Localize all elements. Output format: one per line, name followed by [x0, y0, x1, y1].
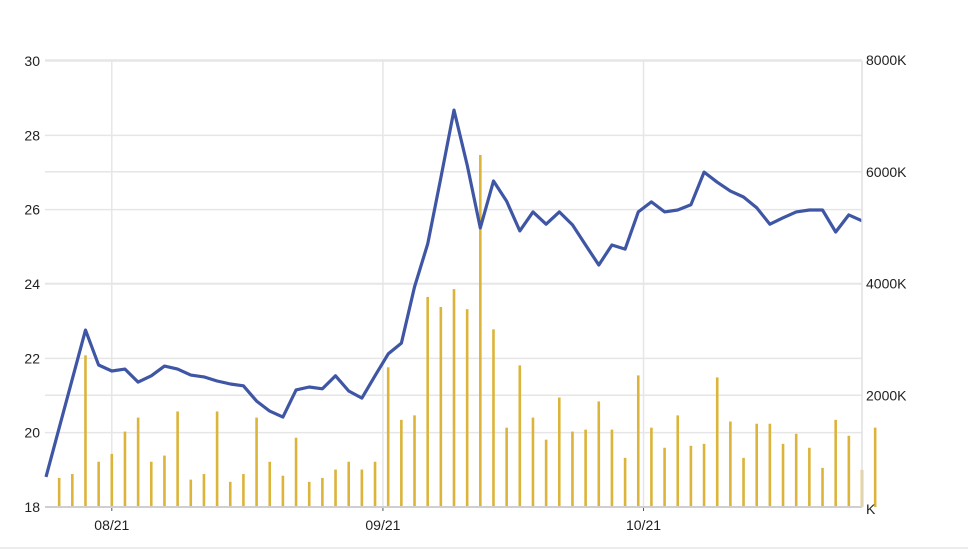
y-left-tick-label: 18 — [24, 499, 40, 515]
volume-bar — [636, 375, 640, 507]
volume-bar — [215, 411, 219, 507]
volume-bar — [452, 289, 456, 507]
volume-bar — [307, 481, 311, 507]
volume-bar — [386, 367, 390, 507]
y-right-tick-label: 8000K — [866, 52, 907, 68]
y-right-tick-label: 4000K — [866, 276, 907, 292]
volume-bar — [623, 457, 627, 507]
volume-bar — [505, 427, 508, 507]
y-left-tick-label: 22 — [24, 350, 40, 366]
volume-bar — [742, 457, 745, 507]
volume-bar — [544, 439, 548, 507]
volume-bar — [768, 423, 772, 507]
volume-bar — [136, 417, 140, 507]
volume-bar — [689, 445, 693, 507]
volume-bars — [57, 154, 877, 508]
volume-bar — [479, 154, 482, 508]
volume-bar — [84, 355, 87, 507]
volume-bar — [360, 469, 364, 507]
volume-bar — [413, 415, 416, 507]
volume-bar — [373, 461, 377, 507]
volume-bar — [531, 417, 535, 507]
volume-bar — [650, 427, 653, 507]
volume-bar — [400, 419, 403, 507]
volume-bar — [465, 309, 469, 507]
y-left-tick-label: 28 — [24, 127, 40, 143]
volume-bar — [347, 461, 351, 507]
volume-bar — [847, 435, 851, 507]
volume-bar — [57, 477, 61, 507]
volume-bar — [149, 461, 153, 507]
x-tick-label: 10/21 — [626, 517, 661, 533]
volume-bar — [255, 417, 258, 507]
volume-bar — [176, 411, 179, 507]
volume-bar — [268, 461, 272, 507]
volume-bar — [781, 443, 785, 507]
volume-bar — [557, 397, 561, 507]
volume-bar — [426, 296, 429, 507]
y-left-tick-label: 30 — [24, 53, 40, 69]
volume-bar — [97, 461, 100, 507]
volume-bar — [755, 423, 759, 507]
volume-bar — [873, 427, 877, 507]
y-right-tick-label: 2000K — [866, 387, 907, 403]
y-right-tick-label: K — [866, 501, 876, 517]
volume-bar — [821, 467, 824, 507]
x-tick-label: 08/21 — [94, 517, 129, 533]
volume-bar — [163, 455, 166, 507]
volume-bar — [729, 421, 732, 507]
volume-bar — [794, 433, 798, 507]
volume-bar — [597, 401, 601, 507]
volume-bar — [676, 415, 680, 507]
x-tick-label: 09/21 — [365, 517, 400, 533]
y-right-tick-label: 6000K — [866, 164, 907, 180]
grid — [45, 59, 862, 508]
volume-bar — [584, 429, 587, 507]
volume-bar — [439, 306, 443, 507]
volume-bar — [715, 377, 719, 507]
volume-bar — [71, 474, 74, 507]
price-line-group — [44, 108, 863, 478]
volume-bar — [321, 477, 324, 507]
volume-bar — [518, 365, 522, 507]
volume-bar — [334, 469, 337, 507]
volume-bar — [228, 481, 232, 507]
volume-bar — [189, 479, 193, 507]
volume-bar — [834, 419, 837, 507]
y-left-tick-label: 26 — [24, 202, 40, 218]
volume-bar — [492, 329, 495, 507]
volume-bar — [610, 429, 614, 507]
volume-bar — [242, 474, 245, 507]
y-left-tick-label: 20 — [24, 425, 40, 441]
y-left-tick-label: 24 — [24, 276, 40, 292]
axes: 18 20 22 24 26 28 30 K 2000K 4000K 6000K 8000K 08/21… — [0, 52, 968, 549]
volume-bar — [281, 475, 285, 507]
volume-bar — [123, 431, 127, 507]
volume-bar — [294, 437, 298, 507]
volume-bar — [110, 453, 114, 507]
volume-bar — [663, 447, 666, 507]
volume-bar — [702, 443, 706, 507]
volume-bar — [808, 447, 811, 507]
volume-bar — [571, 431, 574, 507]
volume-bar — [202, 474, 206, 507]
